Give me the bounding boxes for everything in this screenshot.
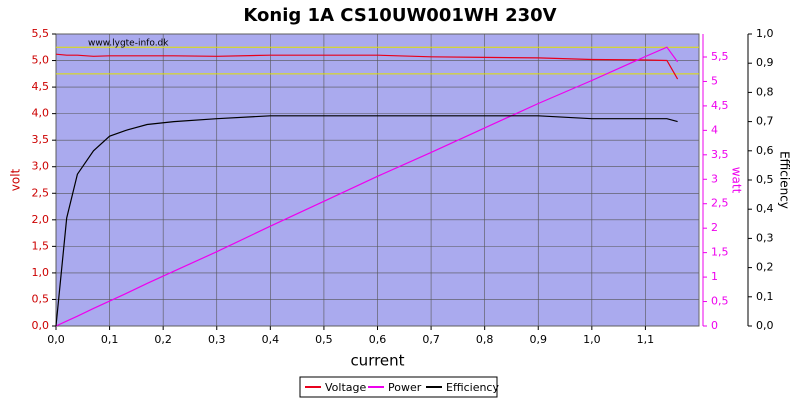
y3-tick-label: 0,4 — [756, 202, 774, 215]
y2-tick-label: 3 — [711, 172, 718, 185]
y3-tick-label: 0,2 — [756, 261, 774, 274]
y-tick-label: 0,0 — [32, 319, 50, 332]
x-tick-label: 0,5 — [315, 333, 333, 346]
y2-tick-label: 0 — [711, 319, 718, 332]
y-tick-label: 1,0 — [32, 266, 50, 279]
y-tick-label: 3,0 — [32, 160, 50, 173]
x-tick-label: 1,0 — [583, 333, 601, 346]
y3-tick-label: 0,1 — [756, 290, 774, 303]
y2-tick-label: 1 — [711, 270, 718, 283]
y3-tick-label: 0,5 — [756, 173, 774, 186]
series-line — [55, 46, 679, 327]
y3-tick-label: 0,9 — [756, 56, 774, 69]
watermark: www.lygte-info.dk — [88, 39, 169, 49]
y2-tick-label: 4 — [711, 123, 718, 136]
y2-tick-label: 3,5 — [711, 148, 729, 161]
y2-label: watt — [730, 167, 744, 194]
y3-label: Efficiency — [778, 151, 792, 209]
chart-title: Konig 1A CS10UW001WH 230V — [243, 5, 556, 26]
y-tick-label: 3,5 — [32, 133, 50, 146]
x-tick-label: 0,6 — [369, 333, 387, 346]
x-tick-label: 0,3 — [208, 333, 226, 346]
x-tick-label: 1,1 — [637, 333, 655, 346]
y-tick-label: 1,5 — [32, 239, 50, 252]
y3-tick-label: 0,8 — [756, 85, 774, 98]
series-line — [55, 115, 678, 327]
legend-label: Power — [388, 381, 422, 394]
y2-tick-label: 1,5 — [711, 246, 729, 259]
y2-tick-label: 0,5 — [711, 295, 729, 308]
x-tick-label: 0,2 — [154, 333, 172, 346]
y2-tick-label: 5 — [711, 74, 718, 87]
y2-tick-label: 2 — [711, 221, 718, 234]
y-tick-label: 4,5 — [32, 80, 50, 93]
y-tick-label: 5,0 — [32, 54, 50, 67]
x-tick-label: 0,4 — [262, 333, 280, 346]
y2-tick-label: 4,5 — [711, 99, 729, 112]
x-tick-label: 0,0 — [47, 333, 65, 346]
y3-tick-label: 1,0 — [756, 27, 774, 40]
series-line — [55, 53, 679, 80]
x-tick-label: 0,1 — [101, 333, 119, 346]
y2-tick-label: 2,5 — [711, 197, 729, 210]
legend-label: Voltage — [325, 381, 366, 394]
x-label: current — [350, 352, 404, 370]
legend-label: Efficiency — [446, 381, 499, 394]
y2-tick-label: 5,5 — [711, 50, 729, 63]
x-tick-label: 0,7 — [422, 333, 440, 346]
y-tick-label: 4,0 — [32, 107, 50, 120]
y3-tick-label: 0,6 — [756, 144, 774, 157]
legend-box — [299, 376, 498, 398]
y3-tick-label: 0,0 — [756, 319, 774, 332]
y3-tick-label: 0,3 — [756, 231, 774, 244]
y-tick-label: 0,5 — [32, 292, 50, 305]
y-tick-label: 2,0 — [32, 213, 50, 226]
x-tick-label: 0,9 — [530, 333, 548, 346]
y-label: volt — [9, 168, 23, 191]
y-tick-label: 2,5 — [32, 186, 50, 199]
y3-tick-label: 0,7 — [756, 115, 774, 128]
y-tick-label: 5,5 — [32, 27, 50, 40]
x-tick-label: 0,8 — [476, 333, 494, 346]
